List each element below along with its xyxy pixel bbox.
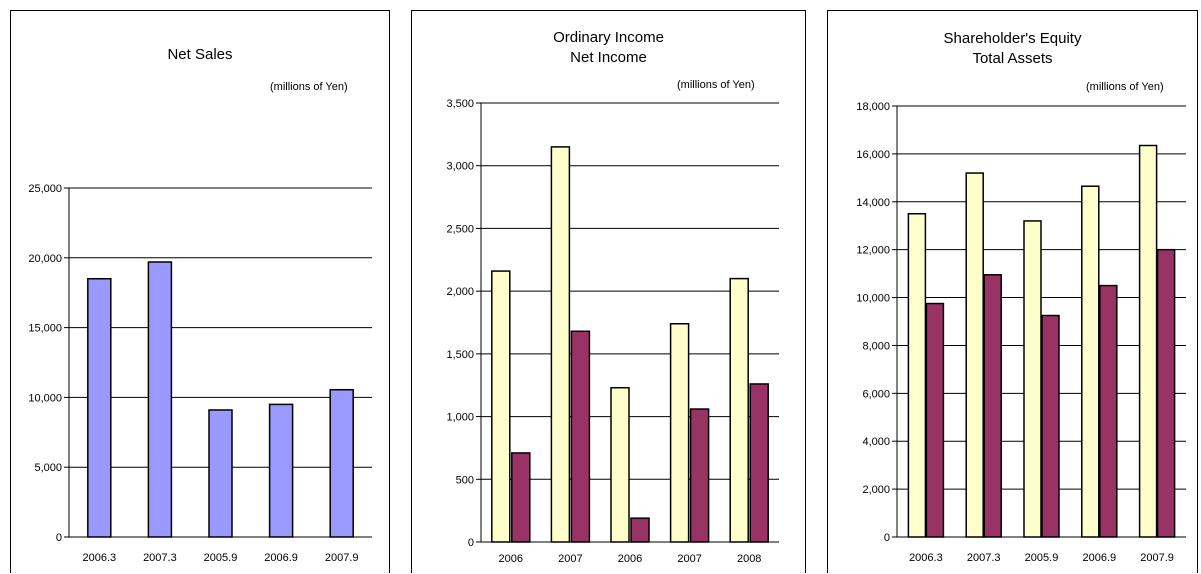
bar bbox=[749, 383, 769, 543]
x-tick-label: 2007.3 bbox=[967, 552, 1001, 564]
bar bbox=[147, 261, 173, 538]
chart-title: Net Sales bbox=[167, 46, 233, 63]
bar bbox=[907, 213, 927, 538]
y-tick-label: 0 bbox=[56, 532, 62, 544]
x-tick-label: 2006.3 bbox=[909, 552, 943, 564]
bar bbox=[208, 409, 233, 538]
y-tick-label: 3,500 bbox=[446, 98, 474, 110]
bar bbox=[729, 277, 749, 543]
y-tick-label: 10,000 bbox=[856, 293, 890, 305]
bar bbox=[87, 277, 112, 538]
x-tick-label: 2006.9 bbox=[1082, 552, 1116, 564]
y-tick-label: 0 bbox=[884, 532, 890, 544]
y-tick-label: 5,000 bbox=[34, 462, 62, 474]
y-tick-label: 0 bbox=[468, 537, 474, 549]
x-tick-label: 2007.9 bbox=[325, 552, 359, 564]
unit-label: (millions of Yen) bbox=[270, 81, 348, 93]
chart-title-line-1: Ordinary Income bbox=[553, 29, 664, 46]
bar bbox=[1081, 185, 1100, 538]
bar bbox=[630, 517, 650, 543]
x-tick-label: 2006.9 bbox=[264, 552, 298, 564]
y-tick-label: 10,000 bbox=[28, 392, 62, 404]
x-tick-label: 2007.9 bbox=[1140, 552, 1174, 564]
bar bbox=[1138, 144, 1158, 538]
y-tick-label: 12,000 bbox=[856, 245, 890, 257]
bar bbox=[329, 388, 354, 538]
bar bbox=[1041, 314, 1060, 538]
bar bbox=[1099, 284, 1118, 538]
bar bbox=[983, 274, 1002, 538]
y-tick-label: 6,000 bbox=[862, 388, 890, 400]
x-tick-label: 2007 bbox=[558, 553, 582, 565]
chart-title-line-1: Shareholder's Equity bbox=[943, 30, 1082, 47]
income-chart-panel: Ordinary Income Net Income (millions of … bbox=[411, 10, 806, 573]
x-tick-label: 2008 bbox=[737, 553, 761, 565]
bar bbox=[570, 330, 591, 543]
x-tick-label: 2006 bbox=[618, 553, 642, 565]
equity-assets-plot: 0 2,000 4,000 6,000 8,000 10,000 12,000 14,000 1… bbox=[856, 101, 1186, 564]
x-tick-label: 2005.9 bbox=[1025, 552, 1059, 564]
bar bbox=[1156, 248, 1176, 538]
net-sales-chart-panel: Net Sales (millions of Yen) 0 5,000 10,000… bbox=[10, 10, 390, 573]
bar bbox=[610, 386, 630, 543]
x-tick-label: 2005.9 bbox=[204, 552, 238, 564]
y-tick-label: 8,000 bbox=[862, 340, 890, 352]
bar bbox=[965, 172, 984, 538]
y-tick-label: 2,000 bbox=[862, 484, 890, 496]
x-tick-label: 2007.3 bbox=[143, 552, 177, 564]
chart-title-line-2: Net Income bbox=[570, 49, 647, 66]
y-tick-label: 18,000 bbox=[856, 101, 890, 113]
bar bbox=[669, 323, 690, 543]
income-plot: 0 500 1,000 1,500 2,000 2,500 3,000 3,500 2006 20… bbox=[446, 98, 779, 565]
chart-title-line-2: Total Assets bbox=[972, 50, 1053, 67]
y-tick-label: 500 bbox=[456, 474, 474, 486]
bar bbox=[925, 302, 945, 538]
y-tick-label: 3,000 bbox=[446, 161, 474, 173]
x-tick-label: 2006 bbox=[499, 553, 523, 565]
y-tick-label: 2,000 bbox=[446, 286, 474, 298]
bar bbox=[491, 270, 511, 543]
y-tick-label: 16,000 bbox=[856, 149, 890, 161]
unit-label: (millions of Yen) bbox=[1086, 81, 1164, 93]
x-tick-label: 2007 bbox=[677, 553, 701, 565]
net-sales-plot: 0 5,000 10,000 15,000 20,000 25,000 2006.3 2007… bbox=[28, 183, 372, 564]
bar bbox=[1023, 220, 1042, 538]
y-tick-label: 4,000 bbox=[862, 436, 890, 448]
y-tick-label: 1,500 bbox=[446, 349, 474, 361]
unit-label: (millions of Yen) bbox=[677, 79, 755, 91]
y-tick-label: 20,000 bbox=[28, 253, 62, 265]
bar bbox=[268, 403, 294, 538]
x-tick-label: 2006.3 bbox=[82, 552, 116, 564]
y-tick-label: 25,000 bbox=[28, 183, 62, 195]
y-tick-label: 2,500 bbox=[446, 223, 474, 235]
bar bbox=[511, 452, 531, 543]
bar bbox=[689, 408, 710, 543]
y-tick-label: 1,000 bbox=[446, 412, 474, 424]
y-tick-label: 15,000 bbox=[28, 323, 62, 335]
y-tick-label: 14,000 bbox=[856, 197, 890, 209]
bar bbox=[550, 146, 571, 543]
equity-assets-chart-panel: Shareholder's Equity Total Assets (milli… bbox=[827, 10, 1198, 573]
